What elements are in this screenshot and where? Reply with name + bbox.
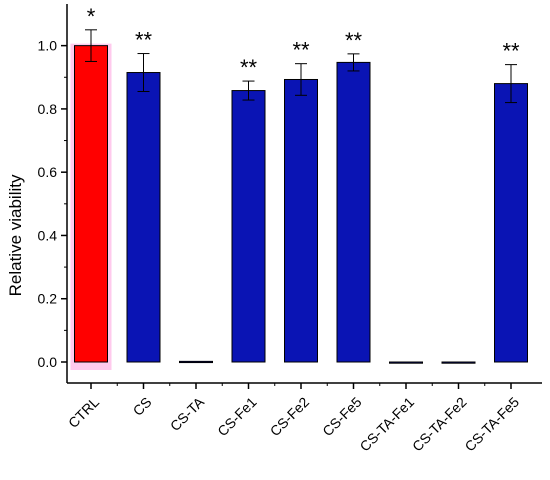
significance-marker: ** bbox=[292, 38, 310, 63]
y-tick-label: 0.6 bbox=[38, 164, 58, 180]
bar-cs-ta-fe2 bbox=[441, 361, 476, 364]
y-tick-label: 0.4 bbox=[38, 227, 58, 243]
x-tick-label: CTRL bbox=[65, 394, 102, 431]
significance-marker: * bbox=[87, 4, 96, 29]
bar-cs bbox=[126, 72, 161, 363]
bar-cs-fe5 bbox=[336, 61, 371, 363]
y-axis-title: Relative viability bbox=[6, 174, 25, 296]
x-tick-label: CS-Fe5 bbox=[319, 394, 365, 440]
significance-layer: ******* ** ** bbox=[87, 4, 520, 80]
y-ticks-layer: 0.0 0.2 0.4 0.6 0.8 1.0 bbox=[38, 38, 67, 370]
x-tick-label: CS-Fe2 bbox=[267, 394, 313, 440]
x-tick-label: CS bbox=[130, 394, 155, 419]
bars-layer bbox=[70, 43, 528, 371]
x-tick-label: CS-Fe1 bbox=[214, 394, 260, 440]
x-tick-label: CS-TA bbox=[167, 393, 208, 434]
x-tick-label: CS-TA-Fe1 bbox=[356, 394, 417, 455]
y-tick-label: 1.0 bbox=[38, 38, 58, 54]
significance-marker: ** bbox=[345, 28, 363, 53]
significance-marker: ** bbox=[502, 39, 520, 64]
x-tick-label: CS-TA-Fe5 bbox=[461, 394, 522, 455]
bar-cs-ta bbox=[179, 360, 213, 364]
bar-ctrl bbox=[74, 45, 108, 363]
error-bars-layer bbox=[85, 29, 517, 104]
y-tick-label: 0.8 bbox=[38, 101, 58, 117]
y-tick-label: 0.0 bbox=[38, 354, 58, 370]
bar-cs-fe2 bbox=[284, 78, 318, 363]
bar-cs-fe1 bbox=[231, 90, 266, 363]
bar-cs-ta-fe5 bbox=[494, 83, 528, 363]
x-tick-label: CS-TA-Fe2 bbox=[409, 394, 470, 455]
x-ticks-layer: CTRL CS CS-TA CS-Fe1 CS-Fe2 CS-Fe5CS-TA-Fe1CS… bbox=[65, 383, 522, 454]
bar-cs-ta-fe1 bbox=[389, 361, 423, 364]
y-tick-label: 0.2 bbox=[38, 291, 58, 307]
significance-marker: ** bbox=[135, 28, 153, 53]
significance-marker: ** bbox=[240, 55, 258, 80]
